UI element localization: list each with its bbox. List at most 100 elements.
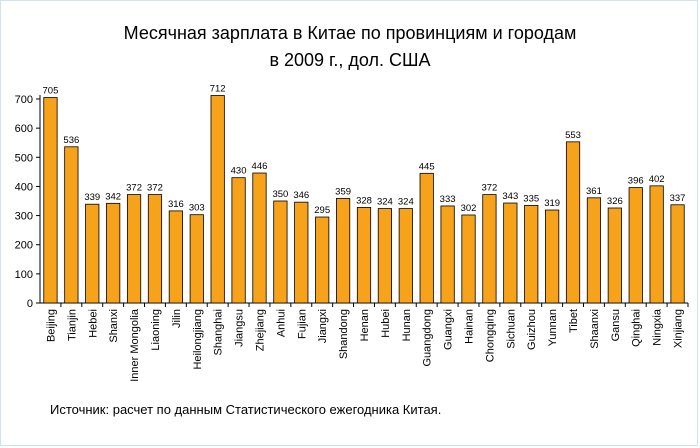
bar xyxy=(461,214,476,304)
y-tick-label: 600 xyxy=(15,123,33,135)
x-tick-label: Guizhou xyxy=(526,309,538,350)
bar xyxy=(147,194,163,304)
data-label: 324 xyxy=(398,197,414,208)
data-label: 295 xyxy=(314,205,330,216)
y-tick-label: 300 xyxy=(15,211,33,223)
x-tick-label: Jiangxi xyxy=(317,309,329,343)
bar xyxy=(545,209,560,304)
data-label: 326 xyxy=(607,196,623,207)
chart-title: Месячная зарплата в Китае по провинциям … xyxy=(0,20,700,74)
bar xyxy=(356,207,372,304)
x-tick-label: Shanxi xyxy=(108,309,120,343)
bar xyxy=(252,172,267,304)
bar xyxy=(126,194,142,304)
data-label: 333 xyxy=(440,194,456,205)
data-label: 350 xyxy=(272,189,288,200)
bar xyxy=(85,203,100,304)
x-tick-label: Tibet xyxy=(568,309,580,333)
x-tick-label: Xinjiang xyxy=(673,309,685,348)
data-label: 536 xyxy=(63,135,79,146)
data-label: 335 xyxy=(523,193,539,204)
x-tick-label: Tianjin xyxy=(66,309,78,341)
y-tick-label: 100 xyxy=(15,269,33,281)
x-tick-label: Hainan xyxy=(464,309,476,344)
data-label: 319 xyxy=(544,198,560,209)
bar xyxy=(106,202,121,304)
y-tick-label: 0 xyxy=(27,298,33,310)
x-tick-label: Fujian xyxy=(296,309,308,339)
data-label: 337 xyxy=(670,193,686,204)
data-label: 346 xyxy=(293,190,309,201)
data-label: 361 xyxy=(586,186,602,197)
x-tick-label: Shandong xyxy=(338,309,350,359)
x-tick-label: Gansu xyxy=(610,309,622,341)
data-label: 328 xyxy=(356,195,372,206)
bar xyxy=(419,172,434,304)
y-tick-label: 200 xyxy=(15,240,33,252)
chart-title-line-1: Месячная зарплата в Китае по провинциям … xyxy=(123,23,577,43)
bar xyxy=(377,208,392,304)
x-tick-label: Heilongjiang xyxy=(192,309,204,370)
bar xyxy=(565,141,581,304)
y-tick-label: 400 xyxy=(15,181,33,193)
x-tick-label: Ningxia xyxy=(652,308,664,346)
x-tick-label: Jiangsu xyxy=(234,309,246,347)
x-tick-label: Shanghai xyxy=(213,309,225,356)
bar xyxy=(586,197,602,304)
bar xyxy=(210,95,225,304)
data-label: 372 xyxy=(481,183,497,194)
data-label: 446 xyxy=(252,161,268,172)
data-label: 445 xyxy=(419,161,435,172)
x-tick-label: Henan xyxy=(359,309,371,341)
x-tick-label: Jilin xyxy=(171,309,183,328)
data-label: 712 xyxy=(210,84,226,95)
data-label: 339 xyxy=(84,192,100,203)
bar xyxy=(294,201,309,304)
data-label: 303 xyxy=(189,203,205,214)
x-tick-label: Hebei xyxy=(87,309,99,338)
x-tick-label: Anhui xyxy=(275,309,287,337)
x-tick-label: Hunan xyxy=(401,309,413,341)
x-tick-label: Shaanxi xyxy=(589,309,601,349)
x-tick-label: Hubei xyxy=(380,309,392,338)
bar xyxy=(273,200,288,304)
source-note: Источник: расчет по данным Статистическо… xyxy=(50,402,442,417)
bar xyxy=(440,205,455,304)
x-tick-label: Qinghai xyxy=(631,309,643,347)
data-label: 372 xyxy=(126,183,142,194)
bar xyxy=(607,207,622,304)
x-tick-label: Sichuan xyxy=(505,309,517,349)
bar xyxy=(628,187,643,304)
data-label: 343 xyxy=(502,191,518,202)
data-label: 396 xyxy=(628,176,644,187)
chart-title-line-2: в 2009 г., дол. США xyxy=(269,50,431,70)
bar xyxy=(524,204,539,304)
bar xyxy=(670,204,685,304)
data-label: 316 xyxy=(168,199,184,210)
data-label: 372 xyxy=(147,183,163,194)
y-tick-label: 700 xyxy=(15,94,33,106)
x-tick-label: Liaoning xyxy=(150,309,162,351)
data-label: 342 xyxy=(105,191,121,202)
bar xyxy=(315,216,330,304)
x-tick-label: Yunnan xyxy=(547,309,559,346)
data-label: 302 xyxy=(461,203,477,214)
data-label: 553 xyxy=(565,130,581,141)
data-label: 359 xyxy=(335,186,351,197)
bar xyxy=(398,208,413,304)
data-label: 402 xyxy=(649,174,665,185)
bar xyxy=(168,210,183,304)
data-label: 430 xyxy=(231,166,247,177)
bar xyxy=(189,214,204,304)
x-tick-label: Zhejiang xyxy=(254,309,266,351)
bar xyxy=(503,202,518,304)
bar xyxy=(64,146,79,304)
x-tick-label: Inner Mongolia xyxy=(129,308,141,382)
y-tick-label: 500 xyxy=(15,152,33,164)
data-label: 705 xyxy=(43,86,59,97)
x-tick-label: Guangdong xyxy=(422,309,434,367)
bar xyxy=(482,194,497,304)
x-tick-label: Chongqing xyxy=(484,309,496,362)
